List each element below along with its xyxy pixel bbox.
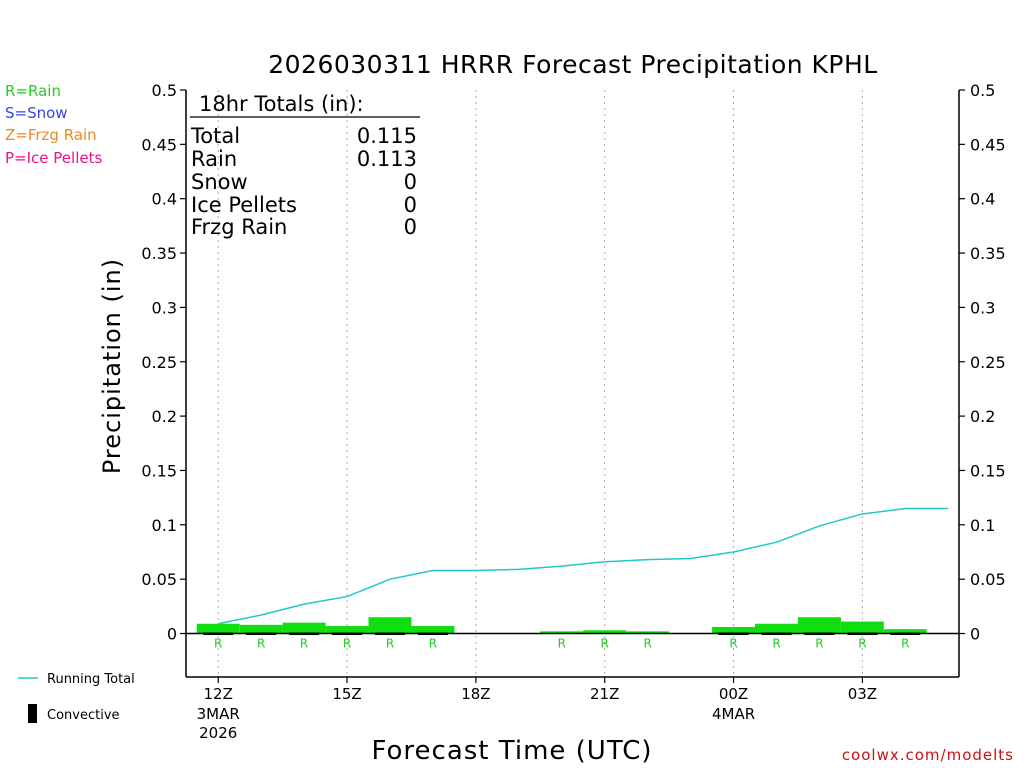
precip-bar-26 bbox=[797, 617, 841, 634]
y-tick-label-left: 0.1 bbox=[152, 516, 177, 535]
y-tick-label-right: 0.45 bbox=[970, 135, 1006, 154]
y-tick-label-right: 0 bbox=[970, 625, 980, 644]
ptype-marker-16: R bbox=[386, 637, 394, 651]
y-tick-label-right: 0.15 bbox=[970, 461, 1006, 480]
precip-bar-16 bbox=[368, 617, 412, 634]
y-tick-label-right: 0.35 bbox=[970, 244, 1006, 263]
x-tick-label: 15Z bbox=[332, 685, 361, 703]
ptype-marker-24: R bbox=[729, 637, 737, 651]
y-tick-label-left: 0.15 bbox=[141, 461, 177, 480]
ptype-marker-26: R bbox=[815, 637, 823, 651]
y-axis-label: Precipitation (in) bbox=[98, 258, 126, 474]
totals-label-total: Total bbox=[190, 124, 240, 148]
x-tick-sublabel: 3MAR bbox=[197, 705, 240, 723]
totals-header: 18hr Totals (in): bbox=[199, 92, 364, 116]
y-tick-label-right: 0.05 bbox=[970, 570, 1006, 589]
precip-bar-28 bbox=[883, 629, 927, 634]
running-total-line bbox=[218, 507, 949, 625]
legend-frzg-rain-label: Z=Frzg Rain bbox=[5, 126, 97, 144]
y-tick-label-right: 0.5 bbox=[970, 81, 995, 100]
running-total-layer bbox=[218, 507, 949, 625]
y-tick-label-right: 0.2 bbox=[970, 407, 995, 426]
precip-bar-27 bbox=[840, 621, 884, 634]
totals-value-total: 0.115 bbox=[357, 124, 417, 148]
precip-bar-21 bbox=[583, 630, 627, 634]
legend-snow-label: S=Snow bbox=[5, 104, 68, 122]
y-tick-label-left: 0.2 bbox=[152, 407, 177, 426]
totals-value-snow: 0 bbox=[404, 170, 417, 194]
tick-labels: 0 00.05 0.050.1 0.10.15 0.150.2 0.20.25 0.250.… bbox=[141, 81, 1005, 742]
y-tick-label-left: 0.25 bbox=[141, 353, 177, 372]
y-tick-label-right: 0.4 bbox=[970, 190, 995, 209]
ptype-marker-20: R bbox=[558, 637, 566, 651]
grid-lines bbox=[217, 90, 863, 677]
convective-legend-label: Convective bbox=[47, 708, 120, 723]
x-tick-label: 00Z bbox=[719, 685, 748, 703]
x-tick-label: 03Z bbox=[848, 685, 877, 703]
y-tick-label-left: 0.35 bbox=[141, 244, 177, 263]
ptype-marker-17: R bbox=[429, 637, 437, 651]
precip-bar-13 bbox=[239, 624, 283, 634]
y-tick-label-left: 0 bbox=[167, 625, 177, 644]
precip-bars bbox=[196, 617, 927, 634]
ptype-marker-28: R bbox=[901, 637, 909, 651]
y-tick-label-right: 0.1 bbox=[970, 516, 995, 535]
x-tick-label: 21Z bbox=[590, 685, 619, 703]
credit-text: coolwx.com/modelts bbox=[842, 746, 1014, 764]
precip-bar-22 bbox=[626, 631, 670, 634]
convective-legend-swatch bbox=[28, 704, 37, 723]
ptype-marker-13: R bbox=[257, 637, 265, 651]
y-tick-label-left: 0.05 bbox=[141, 570, 177, 589]
running-total-legend-label: Running Total bbox=[47, 672, 135, 687]
totals-label-frzg-rain: Frzg Rain bbox=[191, 215, 287, 239]
legend-snow: S=Snow bbox=[5, 104, 68, 122]
x-axis-label: Forecast Time (UTC) bbox=[371, 736, 652, 766]
totals-value-frzg-rain: 0 bbox=[404, 215, 417, 239]
legend-ice-pellets: P=Ice Pellets bbox=[5, 149, 102, 167]
precip-bar-14 bbox=[282, 622, 326, 634]
ptype-marker-14: R bbox=[300, 637, 308, 651]
ptype-marker-22: R bbox=[643, 637, 651, 651]
precip-bar-15 bbox=[325, 625, 369, 634]
ptype-marker-21: R bbox=[601, 637, 609, 651]
y-tick-label-left: 0.5 bbox=[152, 81, 177, 100]
y-tick-label-right: 0.25 bbox=[970, 353, 1006, 372]
y-tick-label-left: 0.3 bbox=[152, 298, 177, 317]
ptype-marker-25: R bbox=[772, 637, 780, 651]
totals-label-rain: Rain bbox=[191, 147, 237, 171]
ptype-marker-12: R bbox=[214, 637, 222, 651]
ptype-marker-15: R bbox=[343, 637, 351, 651]
x-tick-label: 18Z bbox=[461, 685, 490, 703]
totals-box: 18hr Totals (in): Total 0.115 Rain 0.113… bbox=[190, 92, 420, 239]
x-tick-label: 12Z bbox=[204, 685, 233, 703]
legend-rain-label: R=Rain bbox=[5, 82, 61, 100]
y-tick-label-left: 0.45 bbox=[141, 135, 177, 154]
totals-label-ice-pellets: Ice Pellets bbox=[191, 193, 297, 217]
precip-bar-20 bbox=[540, 631, 584, 634]
legend-rain: R=Rain bbox=[5, 82, 61, 100]
x-tick-sublabel-2: 2026 bbox=[199, 724, 237, 742]
precip-bar-17 bbox=[411, 625, 455, 634]
y-tick-label-right: 0.3 bbox=[970, 298, 995, 317]
totals-value-ice-pellets: 0 bbox=[404, 193, 417, 217]
axes bbox=[180, 89, 965, 683]
precip-bar-24 bbox=[712, 626, 756, 634]
totals-value-rain: 0.113 bbox=[357, 147, 417, 171]
y-tick-label-left: 0.4 bbox=[152, 190, 177, 209]
ptype-marker-27: R bbox=[858, 637, 866, 651]
legend-frzg-rain: Z=Frzg Rain bbox=[5, 126, 97, 144]
chart-title: 2026030311 HRRR Forecast Precipitation K… bbox=[268, 50, 878, 79]
x-tick-sublabel: 4MAR bbox=[712, 705, 755, 723]
precip-bar-25 bbox=[755, 623, 798, 634]
totals-label-snow: Snow bbox=[191, 170, 248, 194]
legend-ice-pellets-label: P=Ice Pellets bbox=[5, 149, 103, 167]
precip-bar-12 bbox=[196, 623, 240, 634]
